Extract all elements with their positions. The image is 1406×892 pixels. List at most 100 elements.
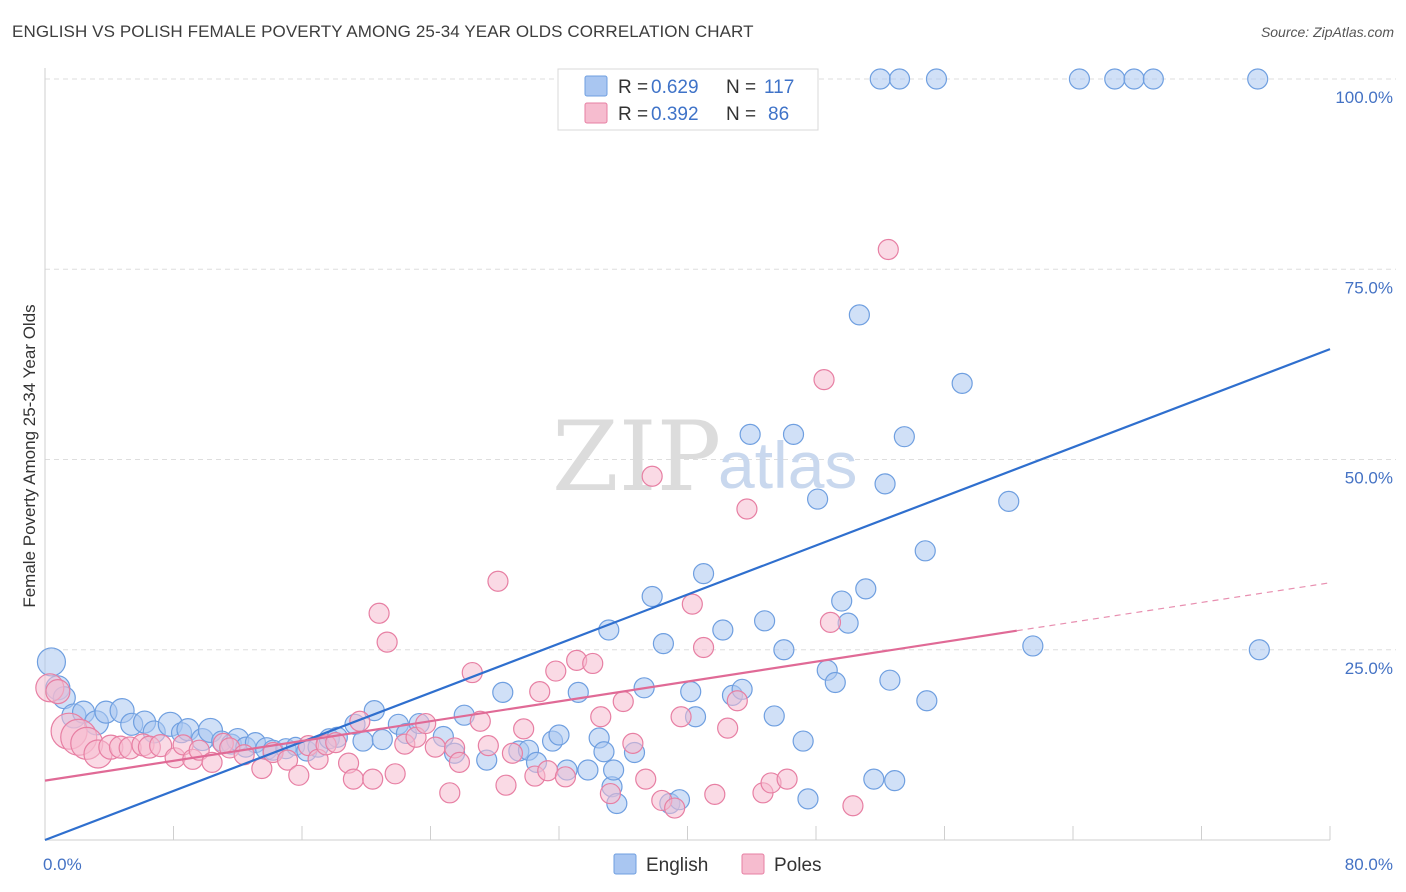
english-point <box>652 633 675 655</box>
english-point <box>1123 68 1145 90</box>
english-point <box>577 759 599 781</box>
poles-point <box>448 751 471 773</box>
english-point <box>837 612 859 634</box>
english-point <box>773 639 795 661</box>
english-point <box>893 426 915 448</box>
poles-point <box>201 751 223 773</box>
poles-point <box>477 735 499 757</box>
english-point <box>641 585 663 608</box>
poles-point <box>717 717 739 739</box>
english-point <box>824 671 846 694</box>
english-point <box>1247 68 1269 90</box>
y-tick-label: 25.0% <box>1345 659 1393 678</box>
poles-point <box>641 465 663 487</box>
legend-poles-swatch <box>584 102 608 124</box>
english-point <box>925 68 948 90</box>
poles-trendline-extension <box>1016 582 1331 632</box>
legend-poles-r-value: 0.392 <box>651 104 699 125</box>
legend-poles-r-label: R = <box>618 104 648 125</box>
english-point <box>951 372 973 394</box>
english-point <box>692 563 715 585</box>
legend-bottom-poles-label: Poles <box>774 855 822 876</box>
poles-point <box>342 768 364 790</box>
english-point <box>863 768 885 790</box>
english-point <box>763 705 785 727</box>
poles-point <box>842 795 864 817</box>
poles-trendline <box>44 629 1017 782</box>
poles-point <box>622 732 644 754</box>
series-poles-points <box>35 238 899 819</box>
poles-point <box>368 602 390 624</box>
english-point <box>593 741 615 763</box>
y-tick-label: 75.0% <box>1345 278 1393 297</box>
poles-point <box>819 611 842 633</box>
poles-point <box>149 734 173 758</box>
poles-point <box>664 797 686 819</box>
x-tick-label: 80.0% <box>1345 855 1393 874</box>
english-point <box>603 759 625 781</box>
poles-point <box>590 706 612 728</box>
y-tick-label: 100.0% <box>1335 88 1393 107</box>
english-point <box>831 590 853 612</box>
poles-point <box>545 660 567 682</box>
y-axis-title: Female Poverty Among 25-34 Year Olds <box>20 304 39 607</box>
english-point <box>797 788 819 810</box>
english-point <box>352 730 374 752</box>
poles-point <box>704 783 726 805</box>
poles-point <box>635 768 657 790</box>
trendlines <box>44 348 1331 842</box>
y-tick-labels: 25.0% 50.0% 75.0% 100.0% <box>1335 88 1393 678</box>
english-point <box>753 610 776 632</box>
poles-point <box>439 782 461 804</box>
english-point <box>712 619 734 641</box>
english-point <box>998 490 1020 512</box>
poles-point <box>813 368 835 391</box>
english-point <box>371 728 393 751</box>
english-point <box>1068 68 1091 90</box>
legend-bottom: English Poles <box>613 853 822 876</box>
poles-point <box>469 710 491 732</box>
poles-point <box>288 764 310 786</box>
legend-poles-n-label: N = <box>726 104 756 125</box>
english-point <box>792 730 814 752</box>
english-point <box>914 540 936 562</box>
x-tick-label: 0.0% <box>43 855 82 874</box>
poles-point <box>362 768 384 790</box>
legend-english-swatch <box>584 75 608 97</box>
english-point <box>916 690 938 712</box>
english-point <box>1248 639 1270 661</box>
poles-point <box>582 652 604 675</box>
source-label: Source: ZipAtlas.com <box>1260 24 1394 40</box>
poles-point <box>45 679 71 705</box>
poles-point <box>736 498 758 520</box>
english-point <box>1104 68 1126 90</box>
legend-poles-n-value: 86 <box>768 104 789 125</box>
poles-point <box>529 681 551 703</box>
english-point <box>1142 68 1164 90</box>
poles-point <box>692 636 715 659</box>
axes <box>44 68 1331 841</box>
grid-lines <box>45 78 1396 651</box>
english-point <box>492 681 514 703</box>
poles-point <box>501 742 524 764</box>
poles-point <box>513 718 535 740</box>
legend-bottom-english-swatch <box>613 853 637 875</box>
legend-top: R = 0.629 N = 117 R = 0.392 N = 86 <box>557 68 819 131</box>
legend-english-r-value: 0.629 <box>651 77 699 98</box>
poles-point <box>251 757 273 780</box>
english-point <box>598 619 620 641</box>
legend-bottom-poles-swatch <box>741 853 765 875</box>
poles-point <box>376 631 398 653</box>
poles-point <box>554 766 577 788</box>
english-point <box>1022 635 1044 657</box>
poles-point <box>384 763 406 785</box>
poles-point <box>537 760 559 782</box>
poles-point <box>487 570 509 592</box>
english-point <box>36 647 67 677</box>
y-tick-label: 50.0% <box>1345 469 1393 488</box>
legend-english-r-label: R = <box>618 77 648 98</box>
poles-point <box>424 736 446 758</box>
english-point <box>548 724 570 746</box>
poles-point <box>726 690 748 712</box>
